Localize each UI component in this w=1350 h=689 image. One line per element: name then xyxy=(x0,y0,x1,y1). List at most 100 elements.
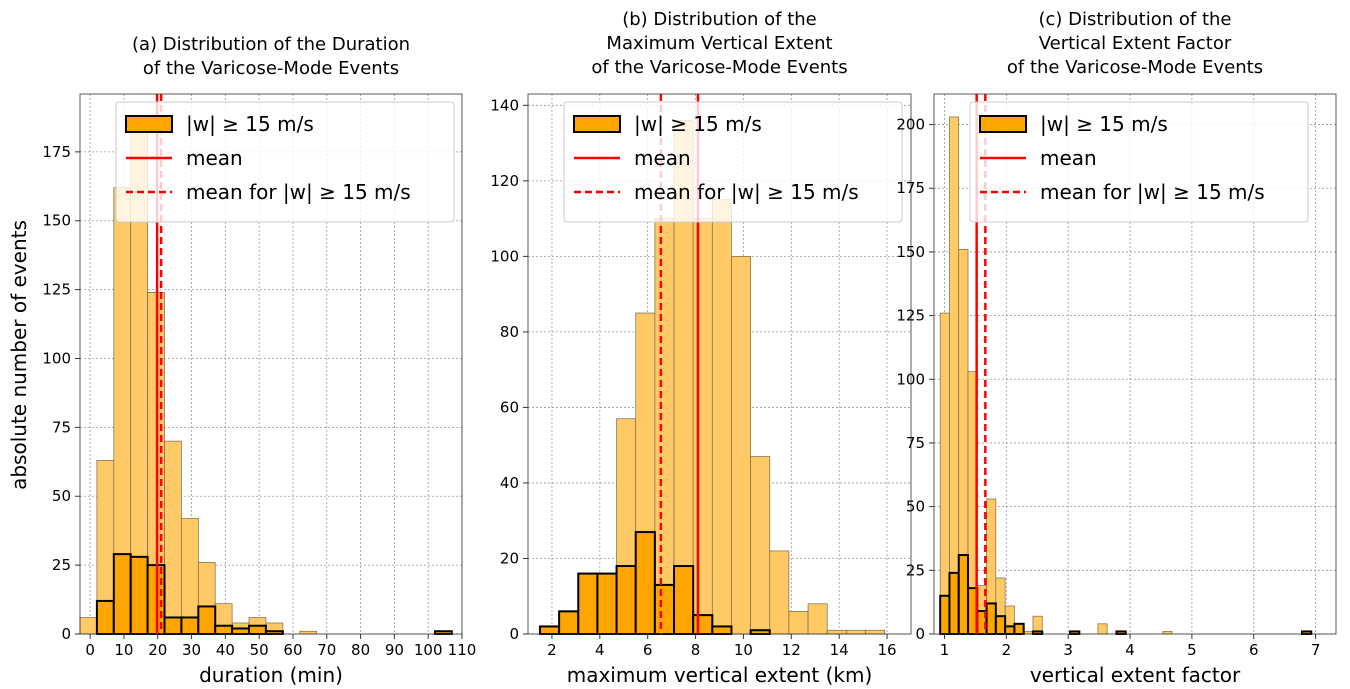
bar-all-events xyxy=(769,550,790,635)
bar-strong-events xyxy=(231,627,251,636)
legend-label: mean xyxy=(634,146,691,170)
chart-title-line: (a) Distribution of the Duration xyxy=(132,34,410,55)
bar-all-events xyxy=(807,603,828,635)
legend-label: |w| ≥ 15 m/s xyxy=(634,112,762,136)
bar-all-events xyxy=(865,629,886,635)
legend-box xyxy=(969,101,1309,223)
bar-strong-events xyxy=(1004,625,1016,636)
y-tick-label: 20 xyxy=(500,549,519,567)
x-tick-label: 4 xyxy=(595,641,605,659)
y-tick-label: 60 xyxy=(500,398,519,416)
x-tick-label: 110 xyxy=(448,641,477,659)
x-tick-label: 80 xyxy=(351,641,370,659)
bar-all-events xyxy=(692,218,713,635)
x-tick-label: 4 xyxy=(1125,641,1135,659)
bar-strong-events xyxy=(538,625,561,636)
bar-strong-events xyxy=(1013,622,1025,636)
legend-box xyxy=(563,101,903,223)
x-tick-label: 3 xyxy=(1063,641,1073,659)
x-tick-label: 2 xyxy=(1002,641,1012,659)
bar-all-events xyxy=(731,256,751,635)
bar-strong-events xyxy=(596,572,618,636)
legend-label: mean for |w| ≥ 15 m/s xyxy=(186,180,411,204)
bar-strong-events xyxy=(433,630,453,635)
y-tick-label: 100 xyxy=(896,370,925,388)
y-tick-label: 80 xyxy=(500,323,519,341)
bar-strong-events xyxy=(197,605,217,635)
x-tick-label: 50 xyxy=(250,641,269,659)
x-tick-label: 100 xyxy=(414,641,443,659)
bar-strong-events xyxy=(957,554,970,635)
bar-strong-events xyxy=(558,610,580,635)
legend-swatch-strong xyxy=(979,115,1027,133)
bar-all-events xyxy=(939,312,950,635)
y-tick-label: 50 xyxy=(906,498,925,516)
bar-all-events xyxy=(788,610,809,635)
bar-strong-events xyxy=(634,531,656,635)
x-axis-label: vertical extent factor xyxy=(1030,663,1241,687)
legend-swatch-strong xyxy=(125,115,173,133)
legend-label: mean xyxy=(1040,146,1097,170)
bar-all-events xyxy=(1097,623,1108,635)
y-tick-label: 75 xyxy=(906,434,925,452)
x-axis-label: maximum vertical extent (km) xyxy=(567,663,873,687)
x-tick-label: 6 xyxy=(643,641,653,659)
x-tick-label: 90 xyxy=(385,641,404,659)
chart-title-line: Vertical Extent Factor xyxy=(1039,33,1232,54)
y-tick-label: 50 xyxy=(52,487,71,505)
bar-strong-events xyxy=(711,625,733,636)
bar-strong-events xyxy=(948,571,960,635)
y-tick-label: 40 xyxy=(500,474,519,492)
legend-label: |w| ≥ 15 m/s xyxy=(1040,112,1168,136)
y-tick-label: 0 xyxy=(915,625,925,643)
bar-all-events xyxy=(711,199,732,635)
bar-strong-events xyxy=(112,553,132,636)
y-tick-label: 175 xyxy=(896,179,925,197)
bar-strong-events xyxy=(577,572,599,636)
x-tick-label: 5 xyxy=(1187,641,1197,659)
shared-y-axis-label: absolute number of events xyxy=(7,220,31,490)
bar-strong-events xyxy=(673,565,695,635)
x-tick-label: 40 xyxy=(216,641,235,659)
y-tick-label: 25 xyxy=(906,561,925,579)
x-tick-label: 12 xyxy=(782,641,801,659)
x-tick-label: 10 xyxy=(114,641,133,659)
y-tick-label: 25 xyxy=(52,556,71,574)
plot-frame xyxy=(79,93,463,635)
legend-label: mean for |w| ≥ 15 m/s xyxy=(634,180,859,204)
bar-strong-events xyxy=(95,599,115,636)
legend-label: mean for |w| ≥ 15 m/s xyxy=(1040,180,1265,204)
x-tick-label: 60 xyxy=(283,641,302,659)
chart-title-line: (c) Distribution of the xyxy=(1038,9,1231,30)
y-tick-label: 140 xyxy=(490,96,519,114)
chart-title-line: Maximum Vertical Extent xyxy=(606,33,832,54)
bar-strong-events xyxy=(180,616,200,635)
bar-strong-events xyxy=(939,594,951,636)
legend-box xyxy=(115,101,455,223)
panel-a-duration: 0 10 20 30 40 50 60 70 80 90 100 110 0 25 50 75 100 125 15… xyxy=(42,34,476,687)
x-tick-label: 16 xyxy=(878,641,897,659)
chart-title-line: of the Varicose-Mode Events xyxy=(591,57,847,78)
y-tick-label: 200 xyxy=(896,116,925,134)
bar-all-events xyxy=(164,440,182,635)
legend-label: |w| ≥ 15 m/s xyxy=(186,112,314,136)
bar-strong-events xyxy=(163,616,183,635)
bar-strong-events xyxy=(985,602,997,635)
y-tick-label: 150 xyxy=(896,243,925,261)
panel-c-vertical-extent-factor: 1 2 3 4 5 6 7 0 25 50 75 100 125 150 175 200 vertical ex… xyxy=(896,9,1337,687)
bar-strong-events xyxy=(248,624,267,635)
bar-all-events xyxy=(299,630,317,635)
y-tick-label: 100 xyxy=(42,349,71,367)
x-tick-label: 30 xyxy=(182,641,201,659)
chart-title-line: of the Varicose-Mode Events xyxy=(143,58,399,79)
plot-frame xyxy=(527,93,912,635)
x-tick-label: 6 xyxy=(1249,641,1259,659)
x-tick-label: 20 xyxy=(148,641,167,659)
bar-all-events xyxy=(79,617,98,635)
bar-strong-events xyxy=(653,583,676,636)
y-tick-label: 75 xyxy=(52,418,71,436)
bar-all-events xyxy=(654,218,675,635)
x-tick-label: 0 xyxy=(85,641,95,659)
x-axis-label: duration (min) xyxy=(199,663,343,687)
